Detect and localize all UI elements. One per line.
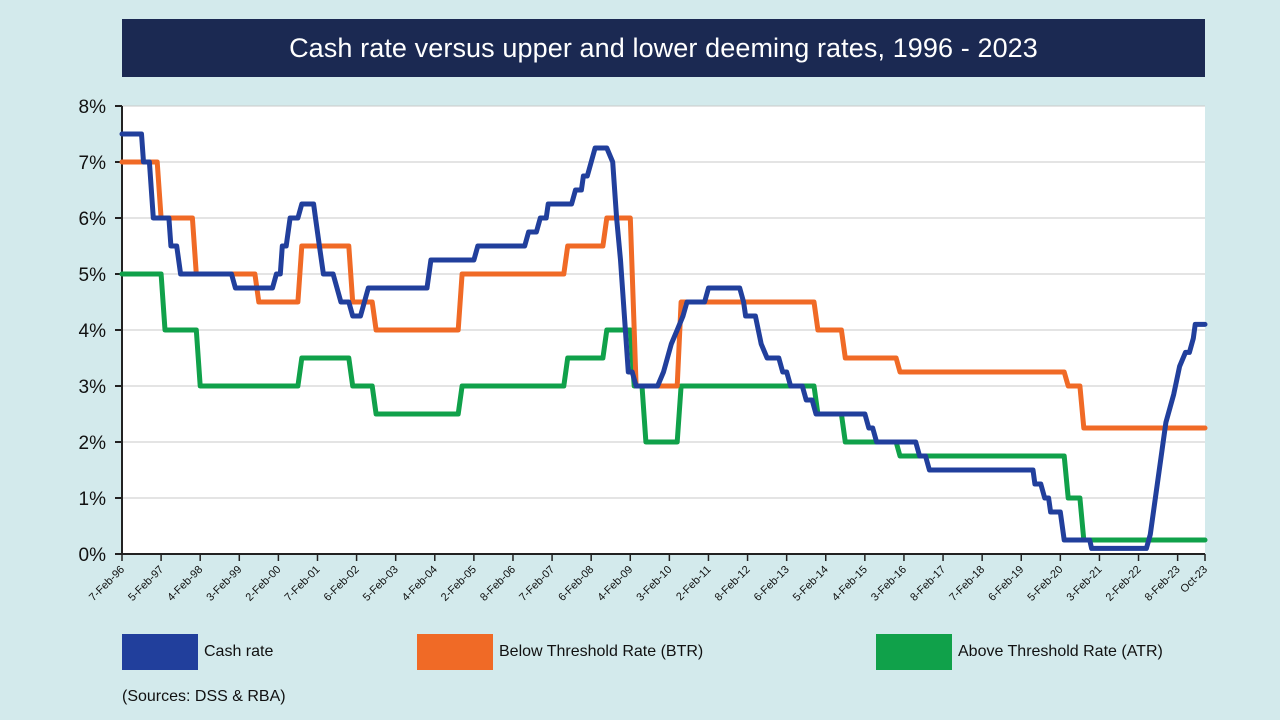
legend-swatch-cash-rate bbox=[122, 634, 198, 670]
x-tick-label: 6-Feb-19 bbox=[986, 564, 1026, 604]
x-tick-label: 6-Feb-13 bbox=[752, 564, 792, 604]
series-lines bbox=[119, 131, 1208, 551]
gridlines bbox=[122, 105, 1205, 499]
x-tick-label: 2-Feb-22 bbox=[1104, 564, 1144, 604]
y-tick-label: 4% bbox=[79, 321, 107, 342]
x-tick-label: 2-Feb-05 bbox=[439, 564, 479, 604]
x-tick-label: 7-Feb-18 bbox=[947, 564, 987, 604]
x-tick-label: 5-Feb-14 bbox=[791, 564, 831, 604]
legend-item-atr: Above Threshold Rate (ATR) bbox=[876, 634, 1163, 670]
x-tick-label: 8-Feb-12 bbox=[713, 564, 753, 604]
legend-swatch-btr bbox=[417, 634, 493, 670]
legend-label-cash-rate: Cash rate bbox=[204, 643, 274, 660]
x-tick-label: 2-Feb-11 bbox=[674, 564, 713, 603]
x-tick-label: 3-Feb-99 bbox=[204, 564, 244, 604]
x-tick-label: 8-Feb-17 bbox=[908, 564, 948, 604]
source-note: (Sources: DSS & RBA) bbox=[122, 688, 286, 705]
x-tick-label: 5-Feb-20 bbox=[1025, 564, 1065, 604]
y-tick-label: 3% bbox=[79, 377, 107, 398]
x-tick-label: 5-Feb-97 bbox=[126, 564, 166, 604]
legend-label-atr: Above Threshold Rate (ATR) bbox=[958, 643, 1163, 660]
y-tick-label: 5% bbox=[79, 265, 107, 286]
x-tick-label: 8-Feb-23 bbox=[1143, 564, 1183, 604]
y-tick-label: 6% bbox=[79, 209, 107, 230]
y-tick-label: 0% bbox=[79, 545, 107, 566]
series-line-atr bbox=[119, 271, 1208, 543]
x-tick-label: 7-Feb-07 bbox=[517, 564, 557, 604]
x-tick-label: 4-Feb-98 bbox=[165, 564, 205, 604]
chart-title: Cash rate versus upper and lower deeming… bbox=[122, 19, 1205, 77]
x-tick-label: 4-Feb-15 bbox=[830, 564, 870, 604]
x-tick-label: 6-Feb-02 bbox=[322, 564, 362, 604]
legend-label-btr: Below Threshold Rate (BTR) bbox=[499, 643, 704, 660]
x-tick-label: 3-Feb-21 bbox=[1065, 564, 1105, 604]
line-chart: 0%1%2%3%4%5%6%7%8%7-Feb-96 5-Feb-97 4-Feb-… bbox=[79, 97, 1211, 604]
x-tick-label: 7-Feb-01 bbox=[283, 564, 323, 604]
legend-swatch-atr bbox=[876, 634, 952, 670]
series-line-btr bbox=[119, 159, 1208, 431]
x-tick-label: 3-Feb-16 bbox=[869, 564, 909, 604]
x-tick-label: 5-Feb-03 bbox=[361, 564, 401, 604]
y-tick-label: 7% bbox=[79, 153, 107, 174]
x-tick-label: 8-Feb-06 bbox=[478, 564, 518, 604]
x-tick-label: 2-Feb-00 bbox=[243, 564, 283, 604]
series-line-cash-rate bbox=[119, 131, 1208, 551]
legend-item-btr: Below Threshold Rate (BTR) bbox=[417, 634, 703, 670]
x-tick-label: 3-Feb-10 bbox=[634, 564, 674, 604]
x-tick-label: 4-Feb-09 bbox=[595, 564, 635, 604]
y-tick-label: 1% bbox=[79, 489, 107, 510]
legend-item-cash-rate: Cash rate bbox=[122, 634, 273, 670]
y-tick-label: 8% bbox=[79, 97, 107, 118]
y-tick-label: 2% bbox=[79, 433, 107, 454]
x-tick-label: 6-Feb-08 bbox=[556, 564, 596, 604]
x-tick-label: Oct-23 bbox=[1178, 564, 1210, 596]
x-tick-label: 7-Feb-96 bbox=[87, 564, 127, 604]
x-tick-label: 4-Feb-04 bbox=[400, 564, 440, 604]
